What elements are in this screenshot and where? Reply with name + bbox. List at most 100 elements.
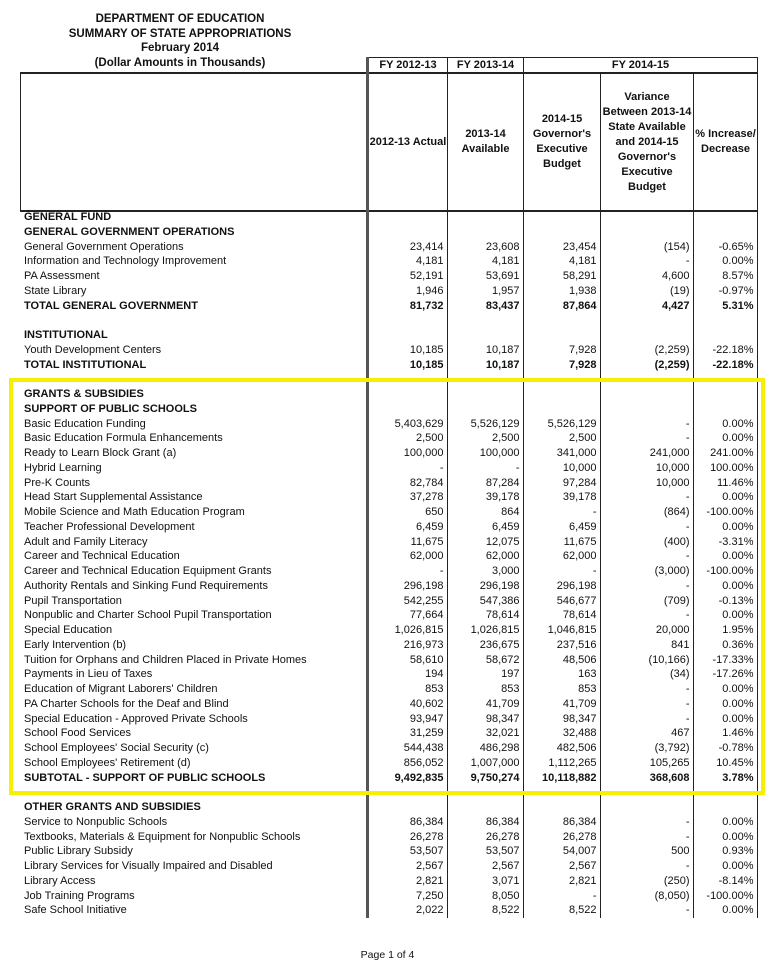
appropriations-table: GENERAL FUND GENERAL GOVERNMENT OPERATION… (20, 210, 758, 918)
row-label: Library Access (24, 874, 96, 887)
percent-change-cell: 0.00% (692, 711, 758, 727)
percent-change-cell: 0.00% (692, 549, 758, 564)
actual-2012-13-cell: 542,255 (365, 593, 447, 609)
table-row: Information and Technology Improvement 4,… (20, 254, 758, 269)
row-label: TOTAL INSTITUTIONAL (24, 358, 147, 371)
governor-budget-2014-15-cell (522, 328, 600, 343)
governor-budget-2014-15-cell: 11,675 (522, 534, 600, 550)
governor-budget-2014-15-cell (522, 313, 600, 328)
actual-2012-13-cell: 296,198 (365, 578, 447, 594)
available-2013-14-cell: 1,957 (446, 283, 523, 299)
percent-change-cell (692, 387, 758, 402)
available-2013-14-cell: 32,021 (446, 726, 523, 741)
row-label: Special Education (24, 624, 113, 636)
percent-change-cell: -0.97% (692, 283, 758, 299)
table-row: Adult and Family Literacy 11,675 12,075 11,… (20, 534, 758, 550)
title-line: DEPARTMENT OF EDUCATION (95, 13, 265, 25)
governor-budget-2014-15-cell: 4,181 (522, 254, 600, 269)
table-row: Career and Technical Education 62,000 62,0… (20, 549, 758, 564)
variance-cell (599, 401, 693, 417)
actual-2012-13-cell (365, 372, 447, 387)
available-2013-14-cell: 53,691 (446, 269, 523, 284)
percent-change-cell: -22.18% (692, 357, 758, 373)
variance-cell: (709) (599, 593, 693, 609)
row-label: GRANTS & SUBSIDIES (24, 388, 144, 400)
actual-2012-13-cell: - (365, 564, 447, 579)
percent-change-cell: 0.93% (692, 844, 758, 859)
table-row: State Library 1,946 1,957 1,938 (19) -0.97% (20, 283, 758, 299)
governor-budget-2014-15-cell: 6,459 (522, 519, 600, 535)
row-label: GENERAL GOVERNMENT OPERATIONS (24, 225, 235, 238)
variance-cell (599, 210, 693, 225)
available-2013-14-cell (446, 372, 523, 387)
percent-change-cell: 0.00% (692, 903, 758, 918)
actual-2012-13-cell: 82,784 (365, 475, 447, 491)
available-2013-14-cell: 41,709 (446, 696, 523, 712)
row-label: Mobile Science and Math Education Progra… (24, 506, 245, 518)
percent-change-cell: 8.57% (692, 269, 758, 284)
total-row: TOTAL GENERAL GOVERNMENT 81,732 83,437 87,8… (20, 298, 758, 314)
percent-change-cell: -0.78% (692, 741, 758, 756)
actual-2012-13-cell: 1,026,815 (365, 623, 447, 638)
available-2013-14-cell: 2,500 (446, 431, 523, 446)
row-label: Nonpublic and Charter School Pupil Trans… (24, 609, 272, 622)
available-2013-14-cell: 98,347 (446, 711, 523, 727)
actual-2012-13-cell: 2,022 (365, 903, 447, 918)
available-2013-14-cell: 9,750,274 (446, 770, 523, 786)
table-row: Library Services for Visually Impaired a… (20, 859, 758, 874)
governor-budget-2014-15-cell: 237,516 (522, 637, 600, 653)
actual-2012-13-cell: 10,185 (365, 342, 447, 358)
table-row: Hybrid Learning - -10,000 10,000 100.00% (20, 460, 758, 476)
actual-2012-13-cell: 5,403,629 (365, 416, 447, 432)
table-header: FY 2012-13 FY 2013-14 FY 2014-15 2012-13… (20, 57, 759, 212)
row-label: Pre-K Counts (24, 476, 91, 489)
variance-cell: - (599, 416, 693, 432)
governor-budget-2014-15-cell (522, 401, 600, 417)
table-row: Safe School Initiative 2,022 8,522 8,522-0.… (20, 903, 758, 918)
row-label: Special Education - Approved Private Sch… (24, 712, 248, 725)
column-header: % Increase/ Decrease (692, 72, 759, 212)
percent-change-cell (692, 328, 758, 343)
actual-2012-13-cell: - (365, 460, 447, 476)
table-row: Mobile Science and Math Education Progra… (20, 505, 758, 520)
table-row: Special Education - Approved Private Sch… (20, 711, 758, 727)
table-row: Head Start Supplemental Assistance 37,278… (20, 490, 758, 505)
row-label: Education of Migrant Laborers' Children (24, 683, 218, 695)
table-row: General Government Operations 23,414 23,60… (20, 239, 758, 255)
table-row: Payments in Lieu of Taxes 194 197 163 (34) -1… (20, 667, 758, 682)
actual-2012-13-cell: 58,610 (365, 652, 447, 668)
row-label: Information and Technology Improvement (24, 255, 227, 268)
governor-budget-2014-15-cell (522, 210, 600, 225)
governor-budget-2014-15-cell: - (522, 564, 600, 579)
variance-cell: (10,166) (599, 652, 693, 668)
actual-2012-13-cell: 11,675 (365, 534, 447, 550)
variance-cell: - (599, 859, 693, 874)
actual-2012-13-cell: 2,821 (365, 873, 447, 889)
governor-budget-2014-15-cell: 87,864 (522, 298, 600, 314)
table-row: School Employees' Social Security (c) 544… (20, 741, 758, 756)
actual-2012-13-cell: 40,602 (365, 696, 447, 712)
actual-2012-13-cell: 194 (365, 667, 447, 682)
governor-budget-2014-15-cell: 54,007 (522, 844, 600, 859)
available-2013-14-cell: 2,567 (446, 859, 523, 874)
spacer-row (20, 313, 758, 328)
table-row: Textbooks, Materials & Equipment for Non… (20, 829, 758, 845)
section-heading-row: GENERAL GOVERNMENT OPERATIONS (20, 224, 758, 240)
available-2013-14-cell: 5,526,129 (446, 416, 523, 432)
variance-cell: (400) (599, 534, 693, 550)
available-2013-14-cell: 3,000 (446, 564, 523, 579)
row-label: Textbooks, Materials & Equipment for Non… (24, 830, 301, 843)
variance-cell: 105,265 (599, 755, 693, 771)
row-label: OTHER GRANTS AND SUBSIDIES (24, 801, 201, 813)
variance-cell: - (599, 696, 693, 712)
actual-2012-13-cell: 81,732 (365, 298, 447, 314)
actual-2012-13-cell (365, 387, 447, 402)
percent-change-cell: 0.36% (692, 637, 758, 653)
actual-2012-13-cell: 53,507 (365, 844, 447, 859)
actual-2012-13-cell: 853 (365, 682, 447, 697)
variance-cell: - (599, 903, 693, 918)
governor-budget-2014-15-cell: 2,567 (522, 859, 600, 874)
variance-cell: - (599, 254, 693, 269)
actual-2012-13-cell (365, 785, 447, 800)
governor-budget-2014-15-cell: 26,278 (522, 829, 600, 845)
